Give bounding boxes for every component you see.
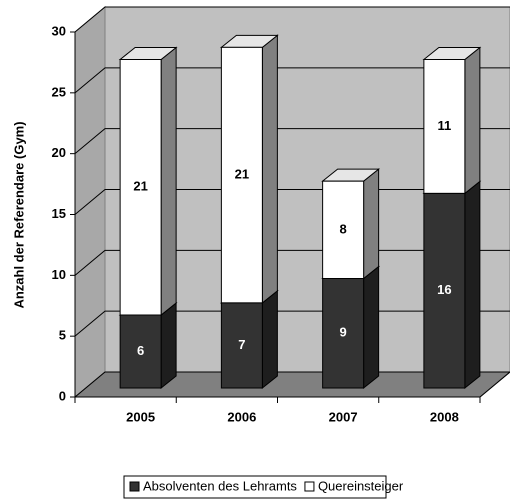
bar (322, 180, 365, 280)
bar-side (464, 180, 481, 390)
grid-line (74, 6, 510, 33)
bar-side (160, 46, 177, 317)
x-tick-label: 2006 (227, 409, 256, 424)
x-axis-depth (479, 371, 510, 398)
y-tick-label: 10 (52, 267, 66, 282)
bar-side (261, 34, 278, 304)
y-tick-label: 15 (52, 206, 66, 221)
bar-side (160, 301, 177, 390)
grid-line (74, 128, 510, 155)
legend-swatch (304, 481, 315, 492)
bar-side (261, 289, 278, 390)
x-tick-label: 2008 (430, 409, 459, 424)
data-label: 11 (438, 118, 452, 133)
bar (119, 314, 162, 389)
data-label: 21 (235, 167, 249, 182)
legend-swatch (129, 481, 140, 492)
data-label: 16 (437, 282, 451, 297)
y-tick-label: 20 (52, 145, 66, 160)
data-label: 21 (133, 179, 147, 194)
data-label: 6 (137, 343, 144, 358)
y-axis-label: Anzahl der Referendare (Gym) (11, 121, 26, 308)
y-tick-label: 25 (52, 84, 66, 99)
data-label: 9 (340, 325, 347, 340)
bar (423, 59, 466, 194)
data-label: 7 (238, 337, 245, 352)
x-tick-label: 2005 (126, 409, 155, 424)
bar (423, 192, 466, 389)
bar-side (363, 168, 380, 280)
legend (123, 475, 387, 499)
bar (220, 46, 263, 304)
bars: 6 21 7 21 9 8 16 11 (118, 34, 482, 390)
bar-side (464, 46, 481, 195)
legend-label: Absolventen des Lehramts (143, 478, 297, 493)
bar (322, 278, 365, 389)
grid-line (74, 67, 510, 94)
y-tick-label: 30 (52, 23, 66, 38)
data-label: 8 (340, 221, 347, 236)
y-tick-label: 5 (59, 328, 66, 343)
bar-side (363, 265, 380, 390)
y-tick-label: 0 (59, 388, 66, 403)
x-tick-label: 2007 (329, 409, 358, 424)
bar (119, 59, 162, 316)
legend-label: Quereinsteiger (318, 478, 404, 493)
